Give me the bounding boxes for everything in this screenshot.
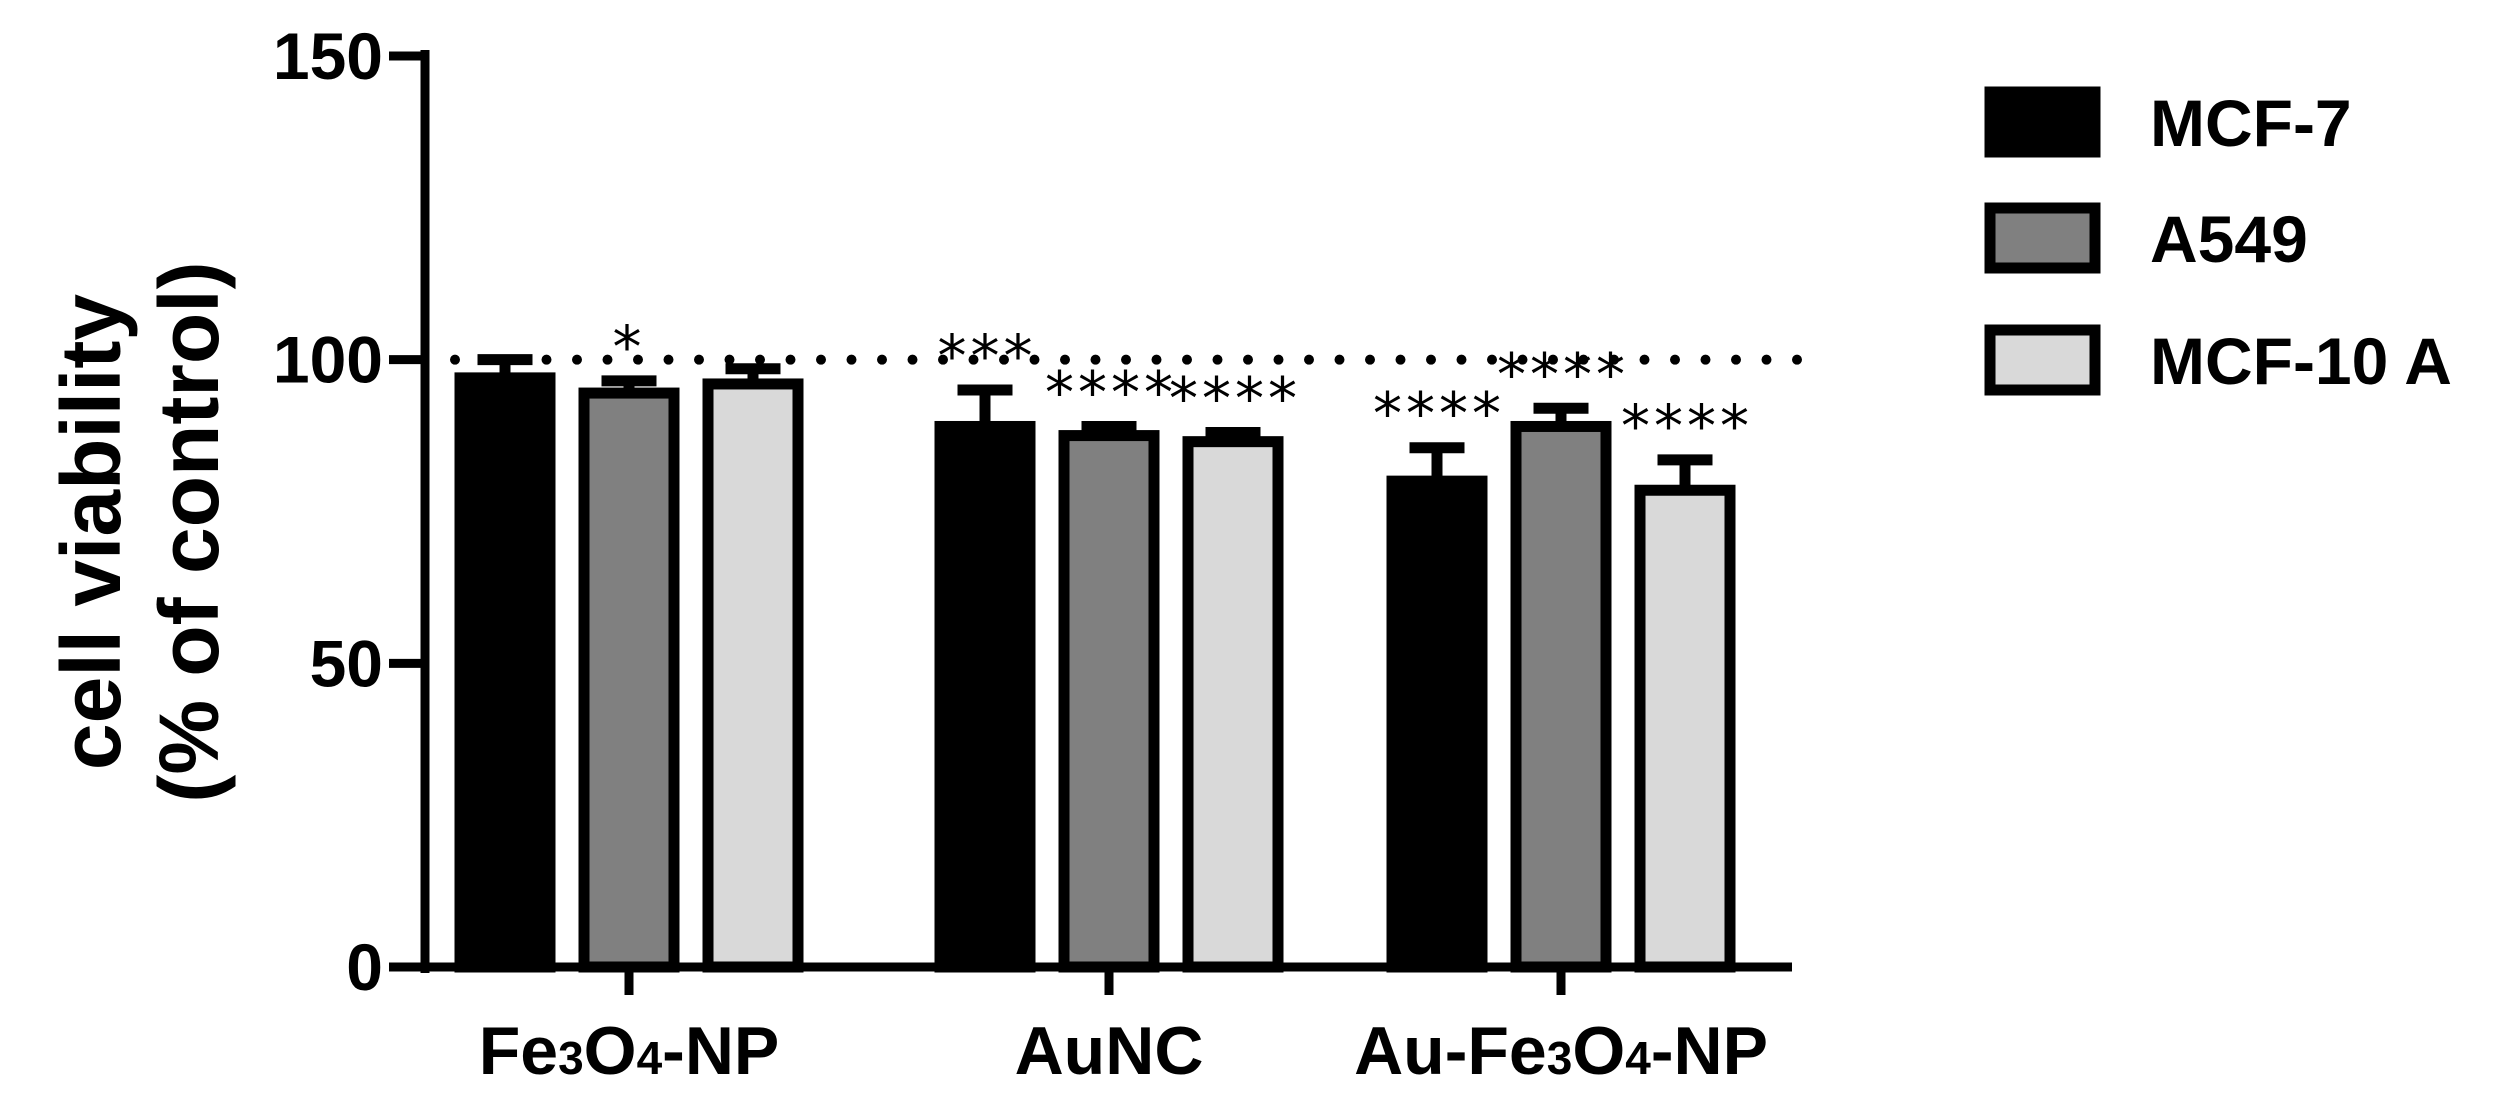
y-axis-title-line2: (% of control) <box>142 261 236 802</box>
bar-mcf-10-a-0 <box>702 378 804 973</box>
y-axis-title-line1: cell viability <box>44 294 138 771</box>
x-tick-label-part: 3 <box>1547 1032 1573 1084</box>
x-tick-label-1: AuNC <box>1015 1013 1204 1089</box>
x-tick-label-part: Fe <box>479 1013 558 1089</box>
significance-label-0-2: **** <box>1373 380 1505 448</box>
x-tick-label-part: O <box>1572 1013 1625 1089</box>
significance-label-0-1: *** <box>938 322 1037 390</box>
x-tick-label-part: Au-Fe <box>1354 1013 1547 1089</box>
bar-mcf-7-2 <box>1386 475 1488 973</box>
legend-label-1: A549 <box>2150 202 2308 276</box>
significance-label-1-2: **** <box>1497 340 1629 408</box>
x-tick-label-part: O <box>584 1013 637 1089</box>
bar-a549-2 <box>1510 420 1612 973</box>
significance-label-1-0: * <box>613 313 646 381</box>
y-tick-label-150: 150 <box>273 19 383 93</box>
y-tick-label-100: 100 <box>273 323 383 397</box>
bar-mcf-7-1 <box>934 420 1036 973</box>
y-axis-title: cell viability (% of control) <box>44 261 236 802</box>
bar-mcf-10-a-1 <box>1182 436 1284 973</box>
legend-swatch-2 <box>1984 324 2101 396</box>
x-tick-label-part: AuNC <box>1015 1013 1204 1089</box>
x-tick-label-part: 4 <box>637 1032 663 1084</box>
legend-label-2: MCF-10 A <box>2150 324 2452 398</box>
x-tick-label-part: -NP <box>662 1013 779 1089</box>
bar-mcf-7-0 <box>454 372 556 973</box>
legend-label-0: MCF-7 <box>2150 86 2352 160</box>
significance-label-1-1: **** <box>1045 358 1177 426</box>
x-tick-label-part: 4 <box>1625 1032 1651 1084</box>
significance-label-2-2: **** <box>1621 392 1753 460</box>
bar-a549-0 <box>578 387 680 973</box>
x-tick-label-part: -NP <box>1651 1013 1768 1089</box>
y-tick-label-50: 50 <box>310 626 383 700</box>
x-tick-label-0: Fe3O4-NP <box>479 1013 780 1089</box>
plot-area: ************ ******** **** <box>450 313 1807 973</box>
x-tick-label-2: Au-Fe3O4-NP <box>1354 1013 1768 1089</box>
x-tick-label-part: 3 <box>558 1032 584 1084</box>
legend-swatch-1 <box>1984 202 2101 274</box>
legend-swatch-0 <box>1984 86 2101 158</box>
legend: MCF-7 A549 MCF-10 A <box>1984 86 2452 398</box>
bar-mcf-10-a-2 <box>1634 484 1736 973</box>
significance-label-2-1: **** <box>1169 365 1301 433</box>
y-tick-label-0: 0 <box>346 930 383 1004</box>
bar-a549-1 <box>1058 430 1160 973</box>
